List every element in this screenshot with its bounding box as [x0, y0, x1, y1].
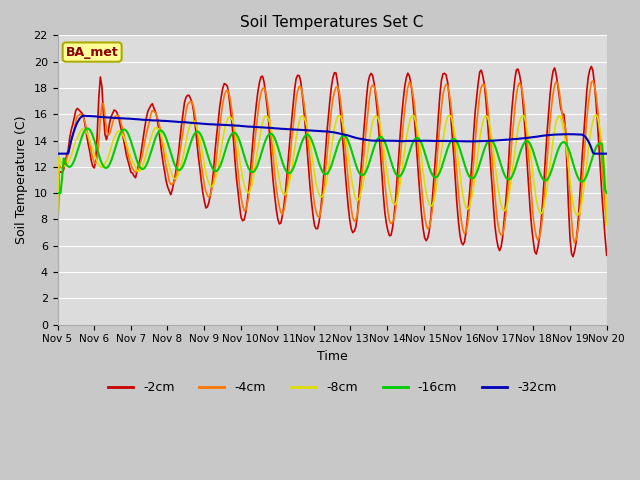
Bar: [58, 36, 607, 61]
Text: BA_met: BA_met: [66, 46, 118, 59]
Bar: [58, 167, 607, 193]
Title: Soil Temperatures Set C: Soil Temperatures Set C: [241, 15, 424, 30]
Bar: [58, 9, 607, 36]
X-axis label: Time: Time: [317, 350, 348, 363]
Bar: [58, 219, 607, 246]
Bar: [58, 114, 607, 141]
Legend: -2cm, -4cm, -8cm, -16cm, -32cm: -2cm, -4cm, -8cm, -16cm, -32cm: [103, 376, 561, 399]
Bar: [58, 141, 607, 167]
Bar: [58, 298, 607, 324]
Bar: [58, 246, 607, 272]
Bar: [58, 193, 607, 219]
Bar: [58, 61, 607, 88]
Y-axis label: Soil Temperature (C): Soil Temperature (C): [15, 116, 28, 244]
Bar: [58, 272, 607, 298]
Bar: [58, 88, 607, 114]
